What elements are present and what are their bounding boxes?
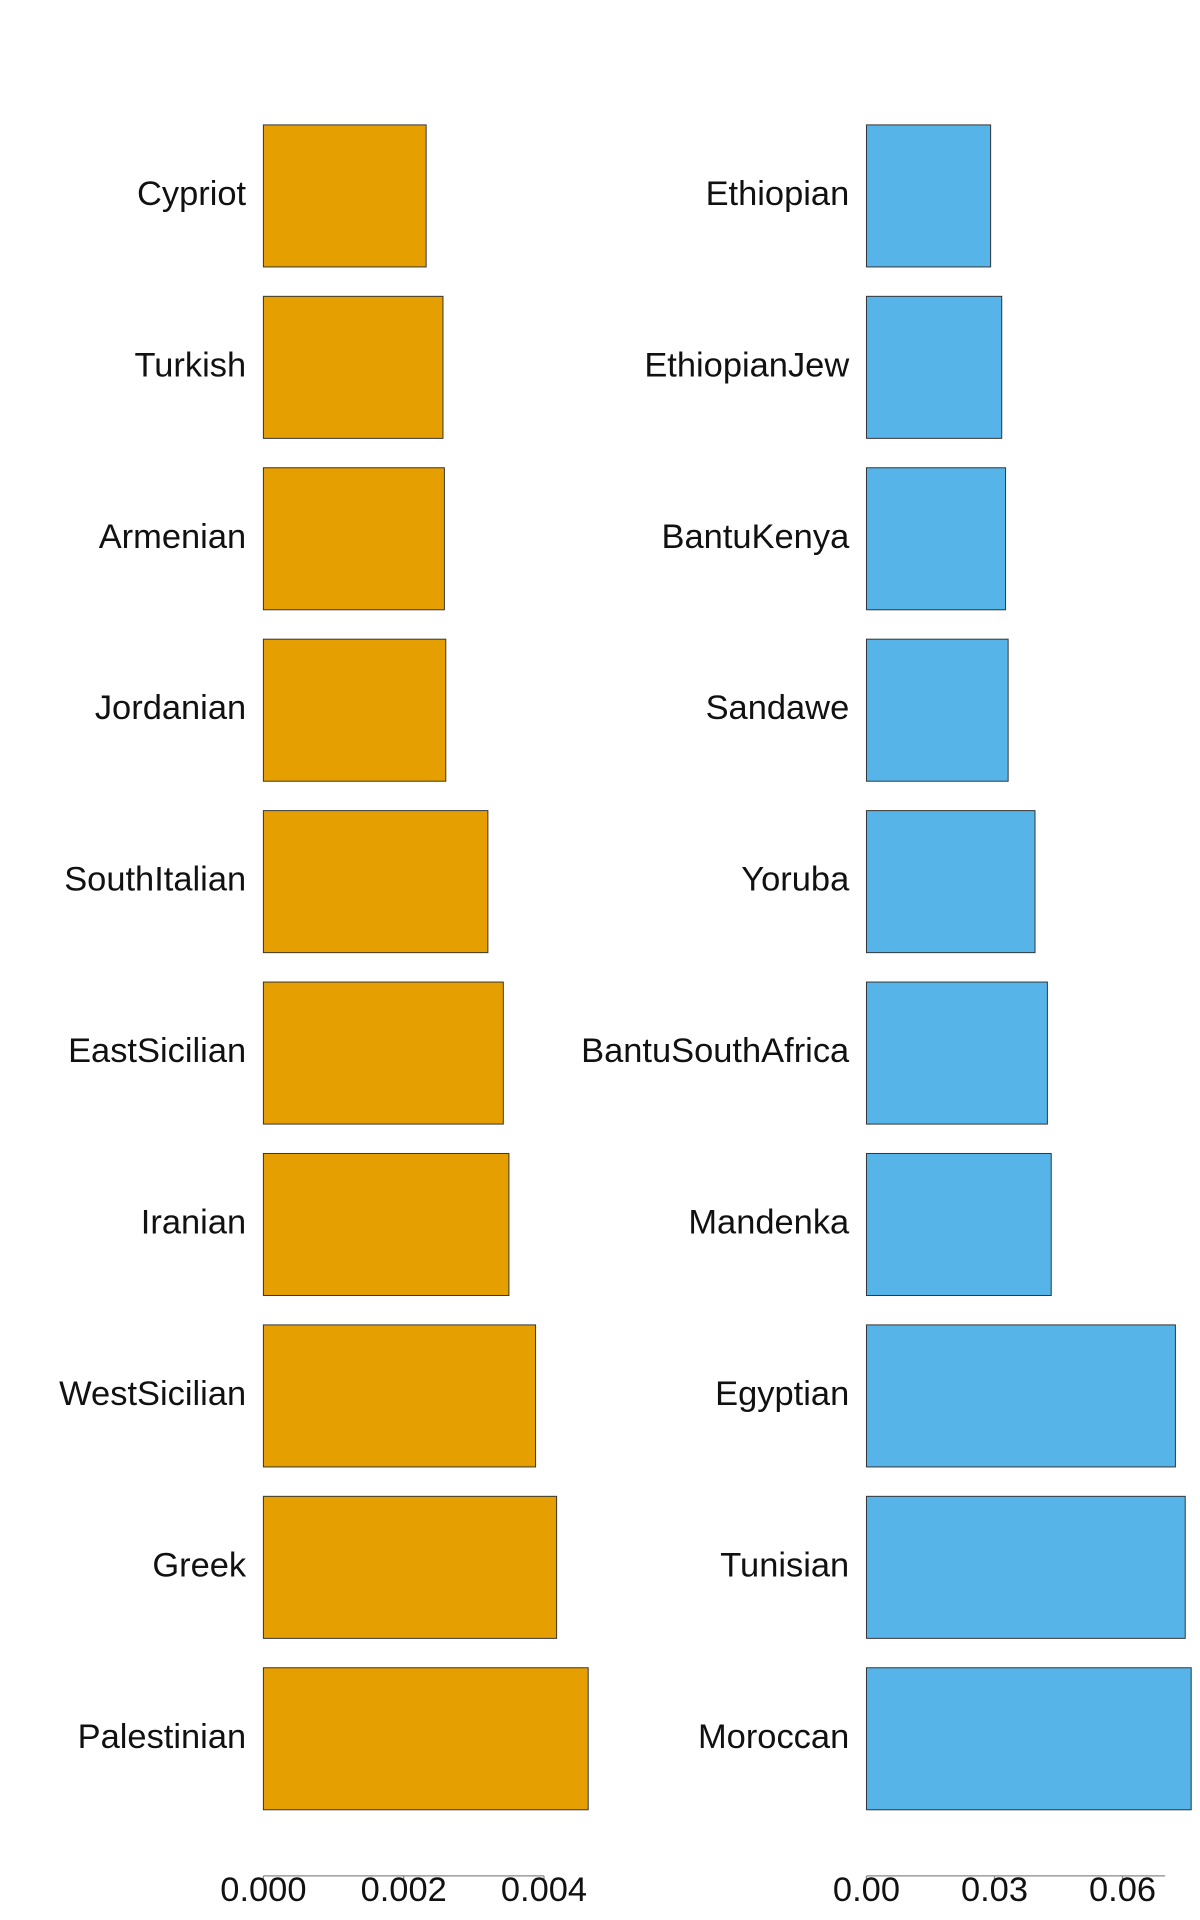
x-tick-label: 0.004 [501, 1871, 587, 1909]
category-label: EastSicilian [68, 1032, 246, 1070]
category-label: Armenian [99, 518, 246, 556]
bar [262, 1152, 510, 1296]
category-label: Ethiopian [706, 175, 850, 213]
bar [262, 981, 504, 1125]
bar [865, 467, 1007, 611]
category-label: WestSicilian [59, 1375, 246, 1413]
category-label: Turkish [134, 346, 246, 384]
category-label: Jordanian [95, 689, 246, 727]
category-label: Cypriot [137, 175, 247, 213]
bar [865, 124, 992, 268]
bar [865, 1495, 1186, 1639]
bar [865, 1152, 1052, 1296]
bar [262, 1324, 537, 1468]
bar [262, 810, 489, 954]
bar [262, 638, 447, 782]
category-label: Iranian [141, 1204, 246, 1242]
bar [865, 1324, 1176, 1468]
category-label: Mandenka [688, 1204, 850, 1242]
bar [262, 1667, 589, 1811]
category-label: Tunisian [720, 1546, 849, 1584]
bar [262, 467, 445, 611]
x-tick-label: 0.06 [1089, 1871, 1156, 1909]
x-tick-label: 0.00 [833, 1871, 900, 1909]
x-tick-label: 0.000 [220, 1871, 306, 1909]
category-label: Greek [152, 1546, 247, 1584]
bar [262, 124, 427, 268]
category-label: Palestinian [78, 1718, 247, 1756]
category-label: Sandawe [706, 689, 850, 727]
category-label: BantuSouthAfrica [581, 1032, 850, 1070]
bar [865, 981, 1048, 1125]
category-label: Egyptian [715, 1375, 849, 1413]
bar [865, 1667, 1192, 1811]
category-label: EthiopianJew [644, 346, 849, 384]
category-label: Yoruba [741, 861, 850, 899]
category-label: SouthItalian [64, 861, 246, 899]
bar [865, 638, 1009, 782]
x-tick-label: 0.03 [961, 1871, 1028, 1909]
bar [262, 295, 444, 439]
category-label: BantuKenya [662, 518, 851, 556]
x-tick-label: 0.002 [361, 1871, 447, 1909]
bar [262, 1495, 558, 1639]
category-label: Moroccan [698, 1718, 849, 1756]
bar [865, 295, 1003, 439]
bar [865, 810, 1036, 954]
